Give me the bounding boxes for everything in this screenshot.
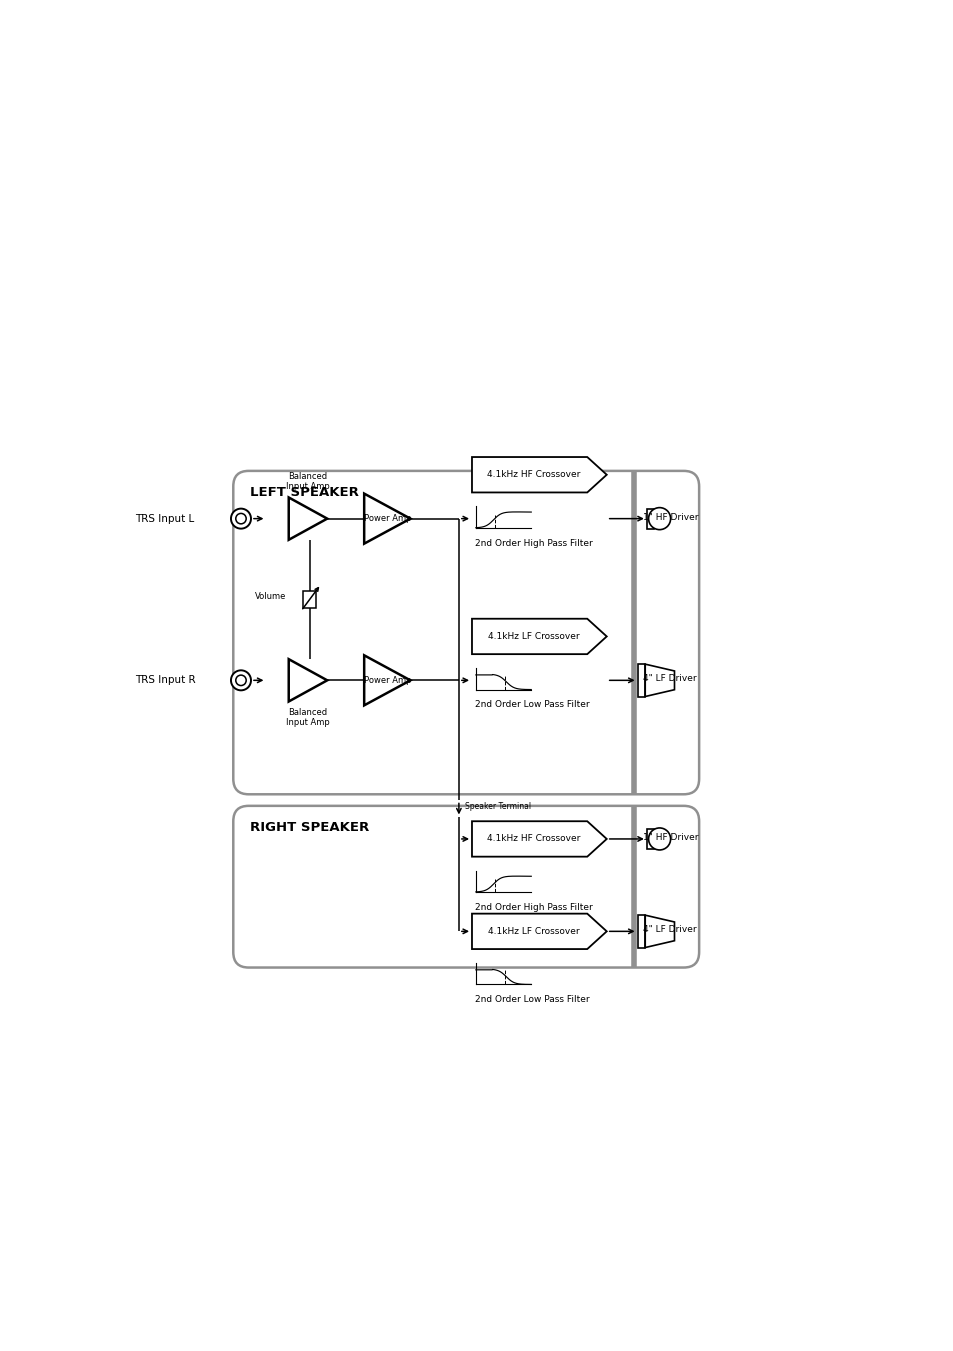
Circle shape [231, 508, 251, 528]
FancyBboxPatch shape [233, 471, 699, 794]
FancyBboxPatch shape [646, 830, 654, 848]
Text: Power Amp: Power Amp [363, 676, 411, 685]
Text: Power Amp: Power Amp [363, 515, 411, 523]
Text: 4" LF Driver: 4" LF Driver [642, 674, 696, 684]
Text: 1" HF Driver: 1" HF Driver [642, 512, 698, 521]
Text: 2nd Order High Pass Filter: 2nd Order High Pass Filter [475, 539, 592, 547]
Polygon shape [472, 821, 606, 857]
Polygon shape [472, 619, 606, 654]
Polygon shape [289, 497, 327, 540]
Text: 4" LF Driver: 4" LF Driver [642, 925, 696, 935]
Text: 4.1kHz LF Crossover: 4.1kHz LF Crossover [488, 632, 579, 640]
Text: TRS Input L: TRS Input L [134, 513, 193, 524]
Circle shape [648, 508, 670, 530]
Text: RIGHT SPEAKER: RIGHT SPEAKER [250, 821, 369, 834]
Polygon shape [289, 659, 327, 701]
Text: Balanced
Input Amp: Balanced Input Amp [286, 471, 330, 492]
Circle shape [235, 676, 246, 685]
FancyBboxPatch shape [646, 508, 654, 528]
Polygon shape [472, 913, 606, 948]
Circle shape [648, 828, 670, 850]
Text: 4.1kHz HF Crossover: 4.1kHz HF Crossover [487, 835, 580, 843]
FancyBboxPatch shape [303, 590, 315, 608]
FancyBboxPatch shape [637, 915, 644, 947]
Text: 1" HF Driver: 1" HF Driver [642, 834, 698, 842]
FancyBboxPatch shape [637, 665, 644, 697]
Text: 4.1kHz HF Crossover: 4.1kHz HF Crossover [487, 470, 580, 480]
Polygon shape [644, 665, 674, 697]
Text: Speaker Terminal: Speaker Terminal [464, 802, 531, 811]
Text: TRS Input R: TRS Input R [134, 676, 195, 685]
Text: LEFT SPEAKER: LEFT SPEAKER [250, 486, 358, 499]
Polygon shape [644, 915, 674, 947]
Text: 2nd Order High Pass Filter: 2nd Order High Pass Filter [475, 902, 592, 912]
Text: 2nd Order Low Pass Filter: 2nd Order Low Pass Filter [475, 996, 589, 1004]
Circle shape [235, 513, 246, 524]
Text: 4.1kHz LF Crossover: 4.1kHz LF Crossover [488, 927, 579, 936]
Text: Volume: Volume [254, 592, 286, 601]
Polygon shape [472, 457, 606, 493]
Text: Balanced
Input Amp: Balanced Input Amp [286, 708, 330, 727]
Text: 2nd Order Low Pass Filter: 2nd Order Low Pass Filter [475, 700, 589, 709]
Circle shape [231, 670, 251, 690]
FancyBboxPatch shape [233, 805, 699, 967]
Polygon shape [364, 655, 410, 705]
Polygon shape [364, 493, 410, 543]
